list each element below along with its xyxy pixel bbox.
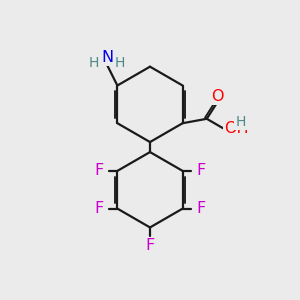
Text: H: H	[88, 56, 99, 70]
Text: OH: OH	[224, 121, 249, 136]
Text: F: F	[146, 238, 154, 253]
Text: F: F	[94, 201, 104, 216]
Text: F: F	[196, 164, 206, 178]
Text: N: N	[101, 50, 113, 65]
Text: H: H	[236, 115, 246, 129]
Text: F: F	[196, 201, 206, 216]
Text: O: O	[211, 88, 223, 104]
Text: H: H	[115, 56, 125, 70]
Text: F: F	[94, 164, 104, 178]
